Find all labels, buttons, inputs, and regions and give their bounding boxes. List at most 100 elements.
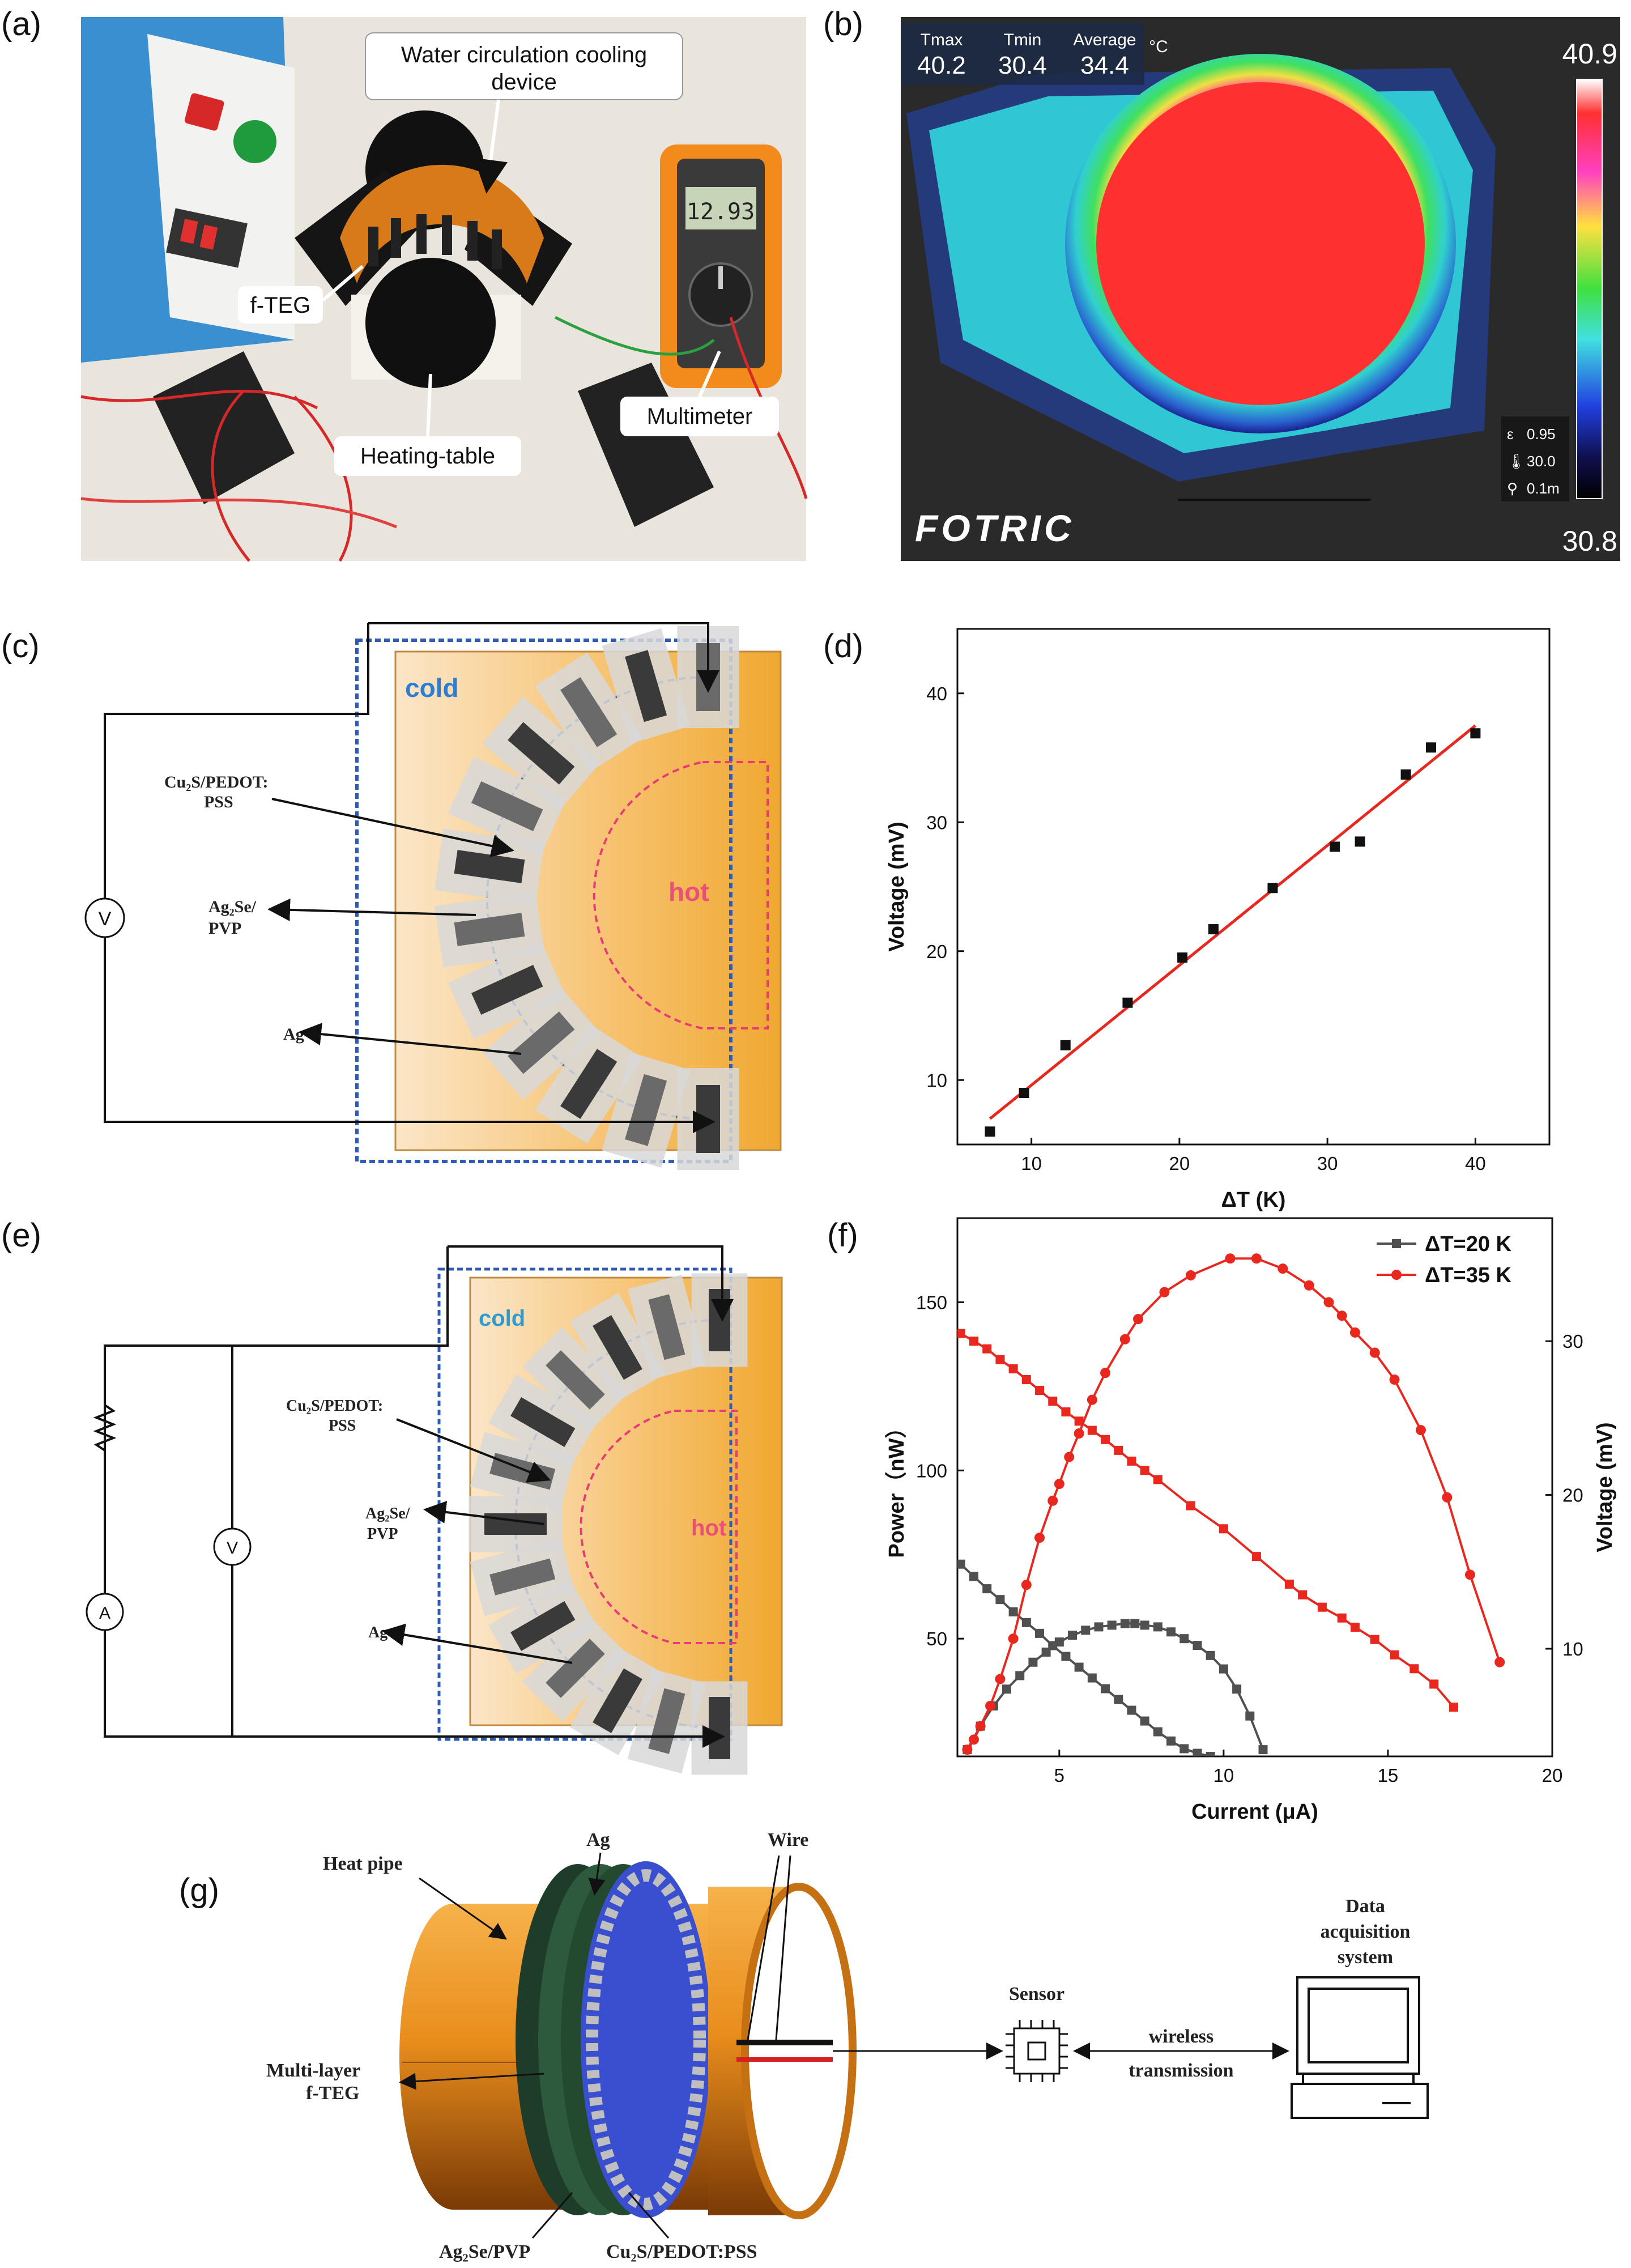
panel-f-label: (f) xyxy=(827,1217,858,1254)
te-leg-pair xyxy=(470,1538,575,1616)
te-leg-pair xyxy=(482,696,601,810)
data-point xyxy=(1323,1297,1334,1308)
data-point xyxy=(1119,1334,1130,1344)
data-point xyxy=(1153,1475,1162,1484)
te-leg-pair xyxy=(535,1024,642,1144)
data-point xyxy=(1355,836,1365,847)
data-point xyxy=(1177,952,1188,963)
data-point xyxy=(1035,1628,1045,1638)
ag-label: Ag xyxy=(283,1025,304,1044)
scale-min: 30.8 xyxy=(1562,525,1617,557)
data-point xyxy=(1087,1426,1097,1435)
data-point xyxy=(995,1355,1005,1364)
daq-label: Data xyxy=(1345,1896,1385,1917)
multi-layer-fteg xyxy=(516,1861,711,2218)
svg-text:A: A xyxy=(99,1604,110,1623)
te-leg-pair xyxy=(448,940,567,1040)
data-point xyxy=(1114,1445,1123,1455)
data-point xyxy=(1130,1619,1140,1628)
data-point xyxy=(957,1559,965,1569)
svg-text:°C: °C xyxy=(1149,37,1168,56)
data-point xyxy=(1389,1375,1400,1385)
voltage-vs-deltaT-chart: 10 20 30 40 10 20 30 40 ΔT (K) Voltage (mV) xyxy=(885,628,1551,1212)
data-point xyxy=(995,1674,1006,1684)
thermal-params: ε 0.95 🌡 30.0 ⚲ 0.1m xyxy=(1501,416,1569,501)
data-point xyxy=(1193,1748,1202,1756)
y-right-tick-label: 20 xyxy=(1562,1485,1583,1506)
x-tick-label: 20 xyxy=(1542,1765,1563,1786)
svg-text:transmission: transmission xyxy=(1129,2060,1233,2081)
svg-text:Multimeter: Multimeter xyxy=(647,404,753,429)
te-leg-pair xyxy=(435,828,544,905)
data-point xyxy=(1008,1364,1018,1373)
panel-a-label: (a) xyxy=(1,6,41,42)
te-leg-pair xyxy=(602,628,690,744)
data-point xyxy=(1369,1347,1380,1358)
data-point xyxy=(1074,1416,1084,1426)
svg-text:40.2: 40.2 xyxy=(917,52,966,79)
svg-text:device: device xyxy=(491,70,557,95)
data-point xyxy=(1021,1618,1031,1627)
plot-frame xyxy=(956,1217,1553,1758)
data-point xyxy=(1193,1641,1202,1650)
data-point xyxy=(1390,1650,1399,1659)
data-point xyxy=(962,1744,973,1755)
legend-marker xyxy=(1391,1270,1402,1280)
svg-text:V: V xyxy=(99,908,112,930)
data-point xyxy=(1284,1580,1294,1589)
cu2s-label-e: Cu₂S/PEDOT: xyxy=(286,1397,383,1415)
panel-g-label: (g) xyxy=(179,1872,219,1909)
svg-text:PVP: PVP xyxy=(367,1525,398,1543)
data-point xyxy=(975,1721,986,1731)
te-leg-pair xyxy=(448,756,567,856)
data-point xyxy=(1159,1287,1170,1297)
data-point xyxy=(1048,1641,1058,1650)
data-point xyxy=(1107,1620,1117,1630)
data-point xyxy=(1349,1327,1360,1338)
x-tick-label: 5 xyxy=(1054,1765,1064,1786)
te-leg-pair xyxy=(522,1615,628,1721)
data-point xyxy=(1251,1253,1262,1264)
svg-text:⚲: ⚲ xyxy=(1507,480,1518,497)
heat-pipe-label: Heat pipe xyxy=(323,1853,403,1874)
data-point xyxy=(1081,1626,1091,1635)
legend-marker xyxy=(1392,1239,1401,1248)
y-tick-label: 20 xyxy=(926,941,947,962)
cold-region-border xyxy=(355,639,733,1163)
svg-text:PVP: PVP xyxy=(208,919,241,938)
data-point xyxy=(985,1126,995,1137)
multimeter: 12.93 xyxy=(660,144,782,388)
svg-text:30.0: 30.0 xyxy=(1527,453,1556,470)
data-point xyxy=(1021,1580,1032,1590)
panel-d-label: (d) xyxy=(823,628,863,665)
hot-label: hot xyxy=(668,877,709,907)
x-axis-label: Current (μA) xyxy=(1191,1800,1318,1824)
te-leg-pair xyxy=(488,1374,598,1470)
data-point xyxy=(1186,1501,1195,1510)
x-tick-label: 40 xyxy=(1465,1153,1486,1174)
te-leg-pair xyxy=(522,1327,628,1433)
legend: ΔT=20 K ΔT=35 K xyxy=(1377,1232,1512,1287)
x-axis-label: ΔT (K) xyxy=(1221,1188,1286,1212)
svg-text:Average: Average xyxy=(1073,31,1136,49)
data-point xyxy=(1127,1705,1136,1715)
y-right-tick-label: 10 xyxy=(1562,1639,1583,1659)
data-point xyxy=(1034,1533,1045,1543)
cus-pedot-label: Cu₂S/PEDOT:PSS xyxy=(606,2241,757,2262)
data-point xyxy=(1068,1631,1078,1640)
panel-b: (b) Tmax 40.2 Tmin 30.4 Average 34.4 °C … xyxy=(823,6,1620,561)
data-point xyxy=(1100,1368,1111,1378)
x-tick-label: 15 xyxy=(1378,1765,1399,1786)
data-point xyxy=(1336,1310,1347,1321)
data-point xyxy=(1409,1664,1419,1674)
panel-f: (f) 5 10 15 20 50 100 150 10 20 30 ΔT=20 K ΔT=35 K C… xyxy=(827,1217,1617,1824)
svg-text:🌡: 🌡 xyxy=(1507,453,1526,470)
data-point xyxy=(1074,1662,1084,1672)
thermoelectric-legs xyxy=(435,626,739,1170)
thermal-header: Tmax 40.2 Tmin 30.4 Average 34.4 °C xyxy=(901,23,1168,85)
data-point xyxy=(1206,1650,1215,1660)
te-leg-pair xyxy=(569,1646,666,1755)
data-point xyxy=(1225,1253,1236,1264)
data-point xyxy=(1061,1407,1071,1416)
ag2se-label: Ag₂Se/ xyxy=(208,897,257,916)
